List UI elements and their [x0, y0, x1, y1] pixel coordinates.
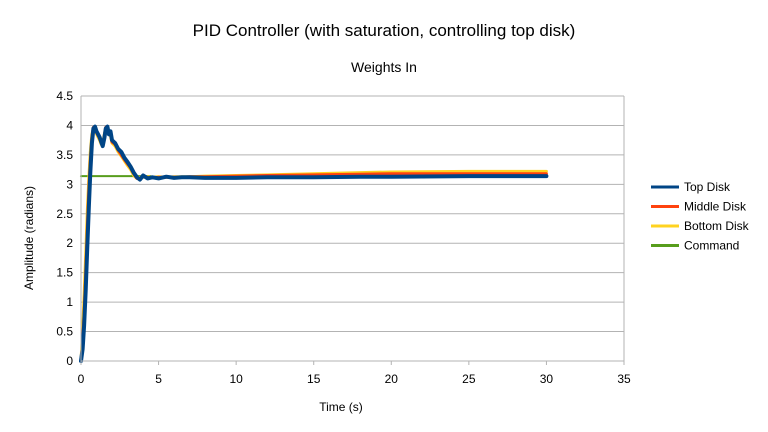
chart-subtitle: Weights In	[351, 59, 417, 75]
legend-label-top-disk: Top Disk	[684, 180, 731, 194]
y-tick-label: 1	[66, 295, 73, 309]
legend-label-command: Command	[684, 239, 739, 253]
y-axis-label: Amplitude (radians)	[22, 186, 36, 290]
x-tick-label: 10	[229, 372, 243, 386]
x-tick-label: 15	[307, 372, 321, 386]
series-layer	[79, 124, 549, 363]
y-tick-label: 2.5	[56, 207, 73, 221]
x-tick-label: 35	[617, 372, 631, 386]
legend: Top Disk Middle Disk Bottom Disk Command	[651, 180, 750, 253]
y-tick-label: 0	[66, 354, 73, 368]
chart-title: PID Controller (with saturation, control…	[193, 21, 576, 40]
y-tick-label: 4	[66, 118, 73, 132]
x-tick-label: 5	[155, 372, 162, 386]
gridlines	[81, 95, 624, 362]
y-tick-label: 2	[66, 236, 73, 250]
y-tick-label: 3.5	[56, 148, 73, 162]
series-line-middle-disk	[79, 125, 548, 363]
tick-labels: 0 0.5 1 1.5 2 2.5 3 3.5 4 4.5 0 5 10 15 20 25 30 35	[56, 89, 631, 386]
y-tick-label: 3	[66, 177, 73, 191]
legend-label-middle-disk: Middle Disk	[684, 200, 747, 214]
y-tick-label: 4.5	[56, 89, 73, 103]
series-line-top-disk	[79, 124, 549, 363]
axes	[80, 96, 625, 365]
x-tick-label: 20	[385, 372, 399, 386]
x-tick-label: 0	[78, 372, 85, 386]
series-line-bottom-disk	[79, 126, 548, 363]
x-tick-label: 30	[540, 372, 554, 386]
y-tick-label: 1.5	[56, 266, 73, 280]
x-axis-label: Time (s)	[319, 400, 363, 414]
y-tick-label: 0.5	[56, 325, 73, 339]
x-tick-label: 25	[462, 372, 476, 386]
legend-label-bottom-disk: Bottom Disk	[684, 219, 750, 233]
